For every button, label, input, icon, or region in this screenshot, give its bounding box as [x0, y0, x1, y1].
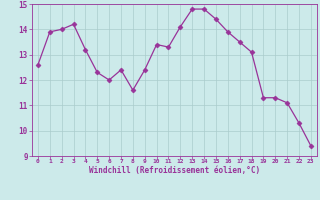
X-axis label: Windchill (Refroidissement éolien,°C): Windchill (Refroidissement éolien,°C) [89, 166, 260, 175]
